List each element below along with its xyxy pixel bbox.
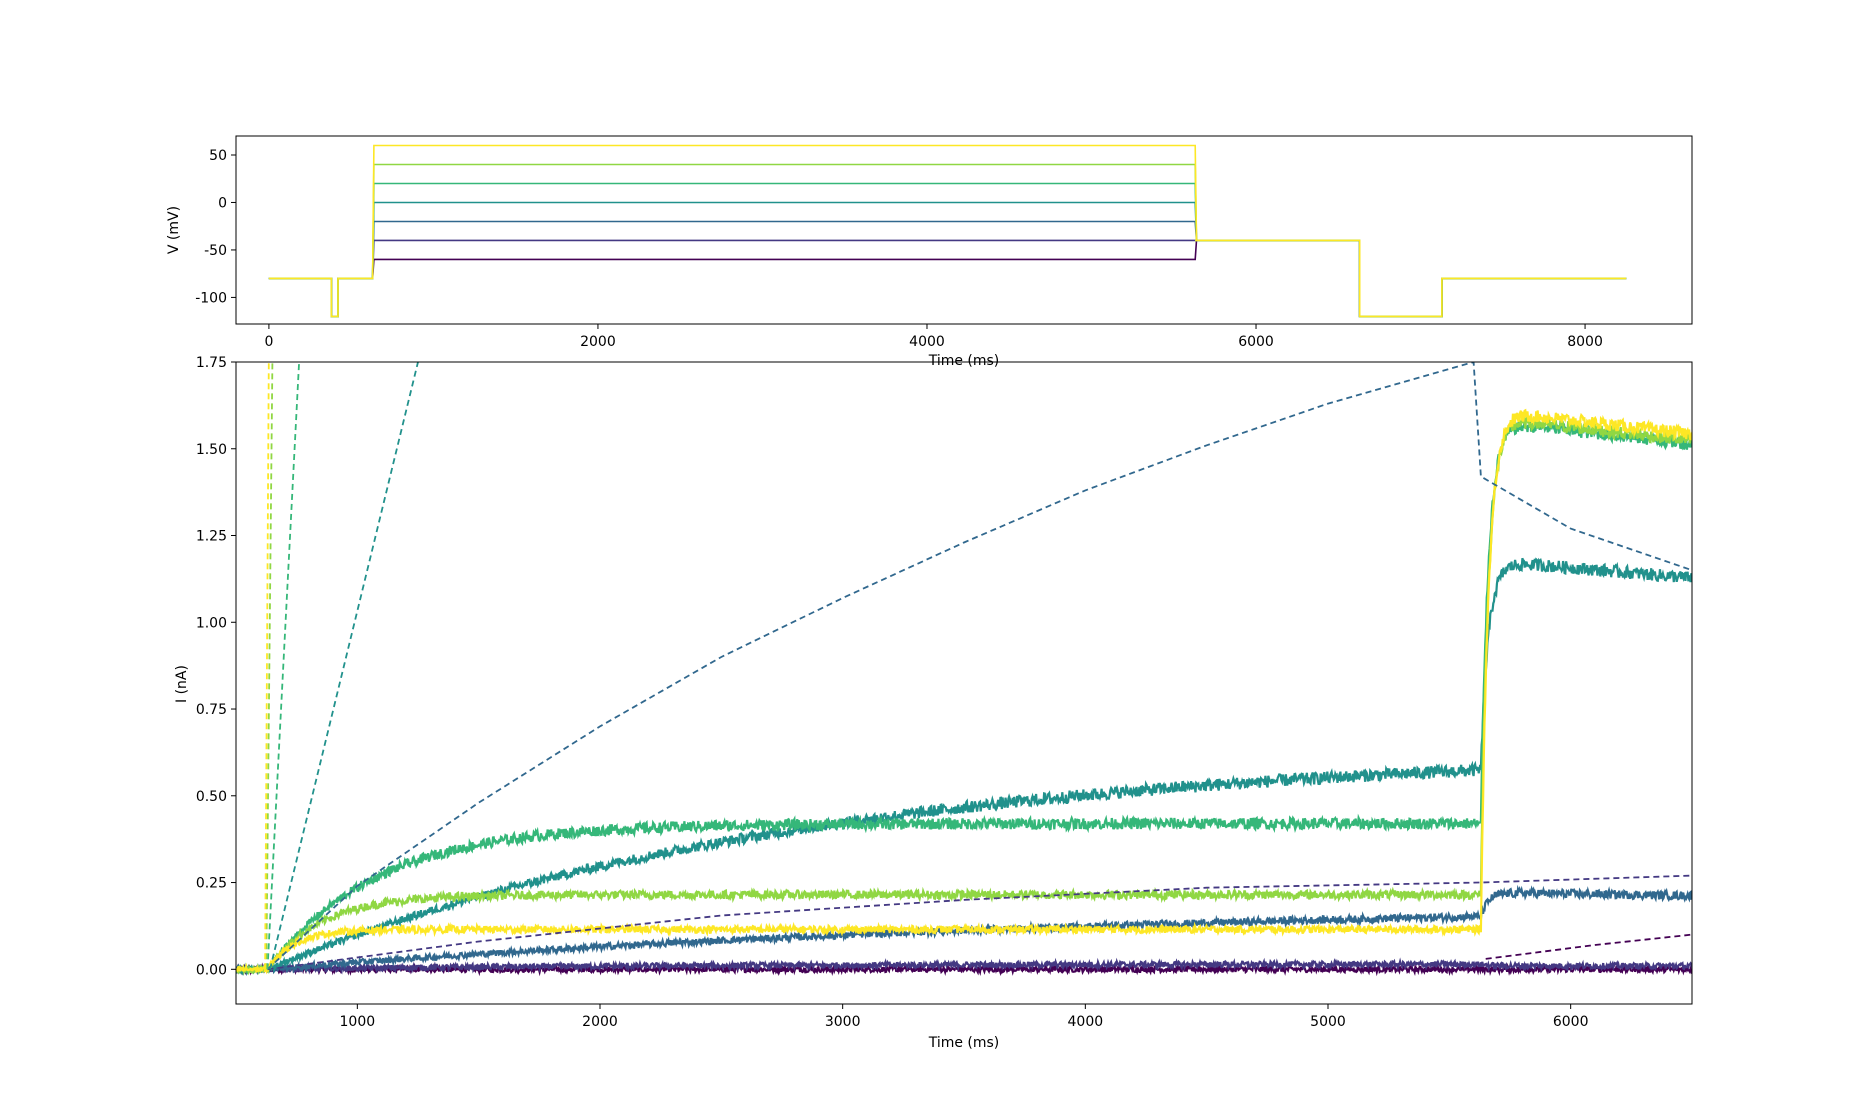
current-y-tick-label: 1.50 [196, 442, 227, 458]
current-x-tick-label: 6000 [1553, 1014, 1589, 1030]
voltage-x-tick-label: 4000 [909, 334, 945, 350]
current-measured-series [236, 416, 1692, 975]
voltage-x-tick-label: 0 [264, 334, 273, 350]
current-y-tick-label: 1.25 [196, 529, 227, 545]
current-x-tick-label: 2000 [582, 1014, 618, 1030]
voltage-x-tick-label: 6000 [1238, 334, 1274, 350]
voltage-protocol-axes: 0 2000 4000 6000 8000 50 0 -50 -100 Time (ms) V… [166, 135, 1693, 369]
voltage-y-axis-label: V (mV) [166, 206, 182, 254]
current-measured-series [236, 957, 1692, 976]
current-y-tick-label: 0.25 [196, 876, 227, 892]
voltage-y-tick-label: 0 [218, 195, 227, 211]
current-y-tick-label: 0.50 [196, 789, 227, 805]
current-x-tick-label: 4000 [1068, 1014, 1104, 1030]
current-x-ticks: 1000 2000 3000 4000 5000 6000 [340, 1004, 1589, 1030]
current-y-axis-label: I (nA) [174, 665, 190, 703]
current-y-tick-label: 0.75 [196, 702, 227, 718]
current-y-tick-label: 1.75 [196, 355, 227, 371]
voltage-series-group [268, 144, 1627, 318]
current-model-series [1485, 933, 1692, 960]
voltage-x-tick-label: 2000 [580, 334, 616, 350]
current-model-series [269, 362, 419, 970]
current-y-tick-label: 1.00 [196, 615, 227, 631]
current-y-ticks: 0.00 0.25 0.50 0.75 1.00 1.25 1.50 1.75 [196, 355, 236, 978]
current-model-series [266, 362, 300, 970]
current-measured-series [236, 408, 1692, 975]
voltage-y-ticks: 50 0 -50 -100 [195, 148, 236, 306]
current-measured-series [236, 415, 1692, 976]
voltage-y-tick-label: -50 [204, 243, 227, 259]
current-axes: 1000 2000 3000 4000 5000 6000 0.00 0.25 0.50 0.7… [174, 355, 1693, 1051]
current-axes-frame [235, 361, 1693, 1005]
voltage-y-tick-label: 50 [209, 148, 227, 164]
voltage-axes-frame [235, 135, 1693, 325]
current-model-series [267, 874, 1692, 971]
current-x-axis-label: Time (ms) [928, 1035, 1000, 1051]
voltage-series-line [268, 144, 1627, 318]
current-x-tick-label: 3000 [825, 1014, 861, 1030]
voltage-x-ticks: 0 2000 4000 6000 8000 [264, 324, 1603, 350]
current-x-tick-label: 5000 [1310, 1014, 1346, 1030]
current-x-tick-label: 1000 [340, 1014, 376, 1030]
current-y-tick-label: 0.00 [196, 962, 227, 978]
voltage-x-axis-label: Time (ms) [928, 353, 1000, 369]
current-series-group [236, 362, 1692, 977]
current-model-series [264, 362, 270, 970]
current-model-series [266, 362, 1692, 970]
voltage-x-tick-label: 8000 [1567, 334, 1603, 350]
current-model-series [265, 362, 274, 970]
voltage-y-tick-label: -100 [195, 290, 227, 306]
